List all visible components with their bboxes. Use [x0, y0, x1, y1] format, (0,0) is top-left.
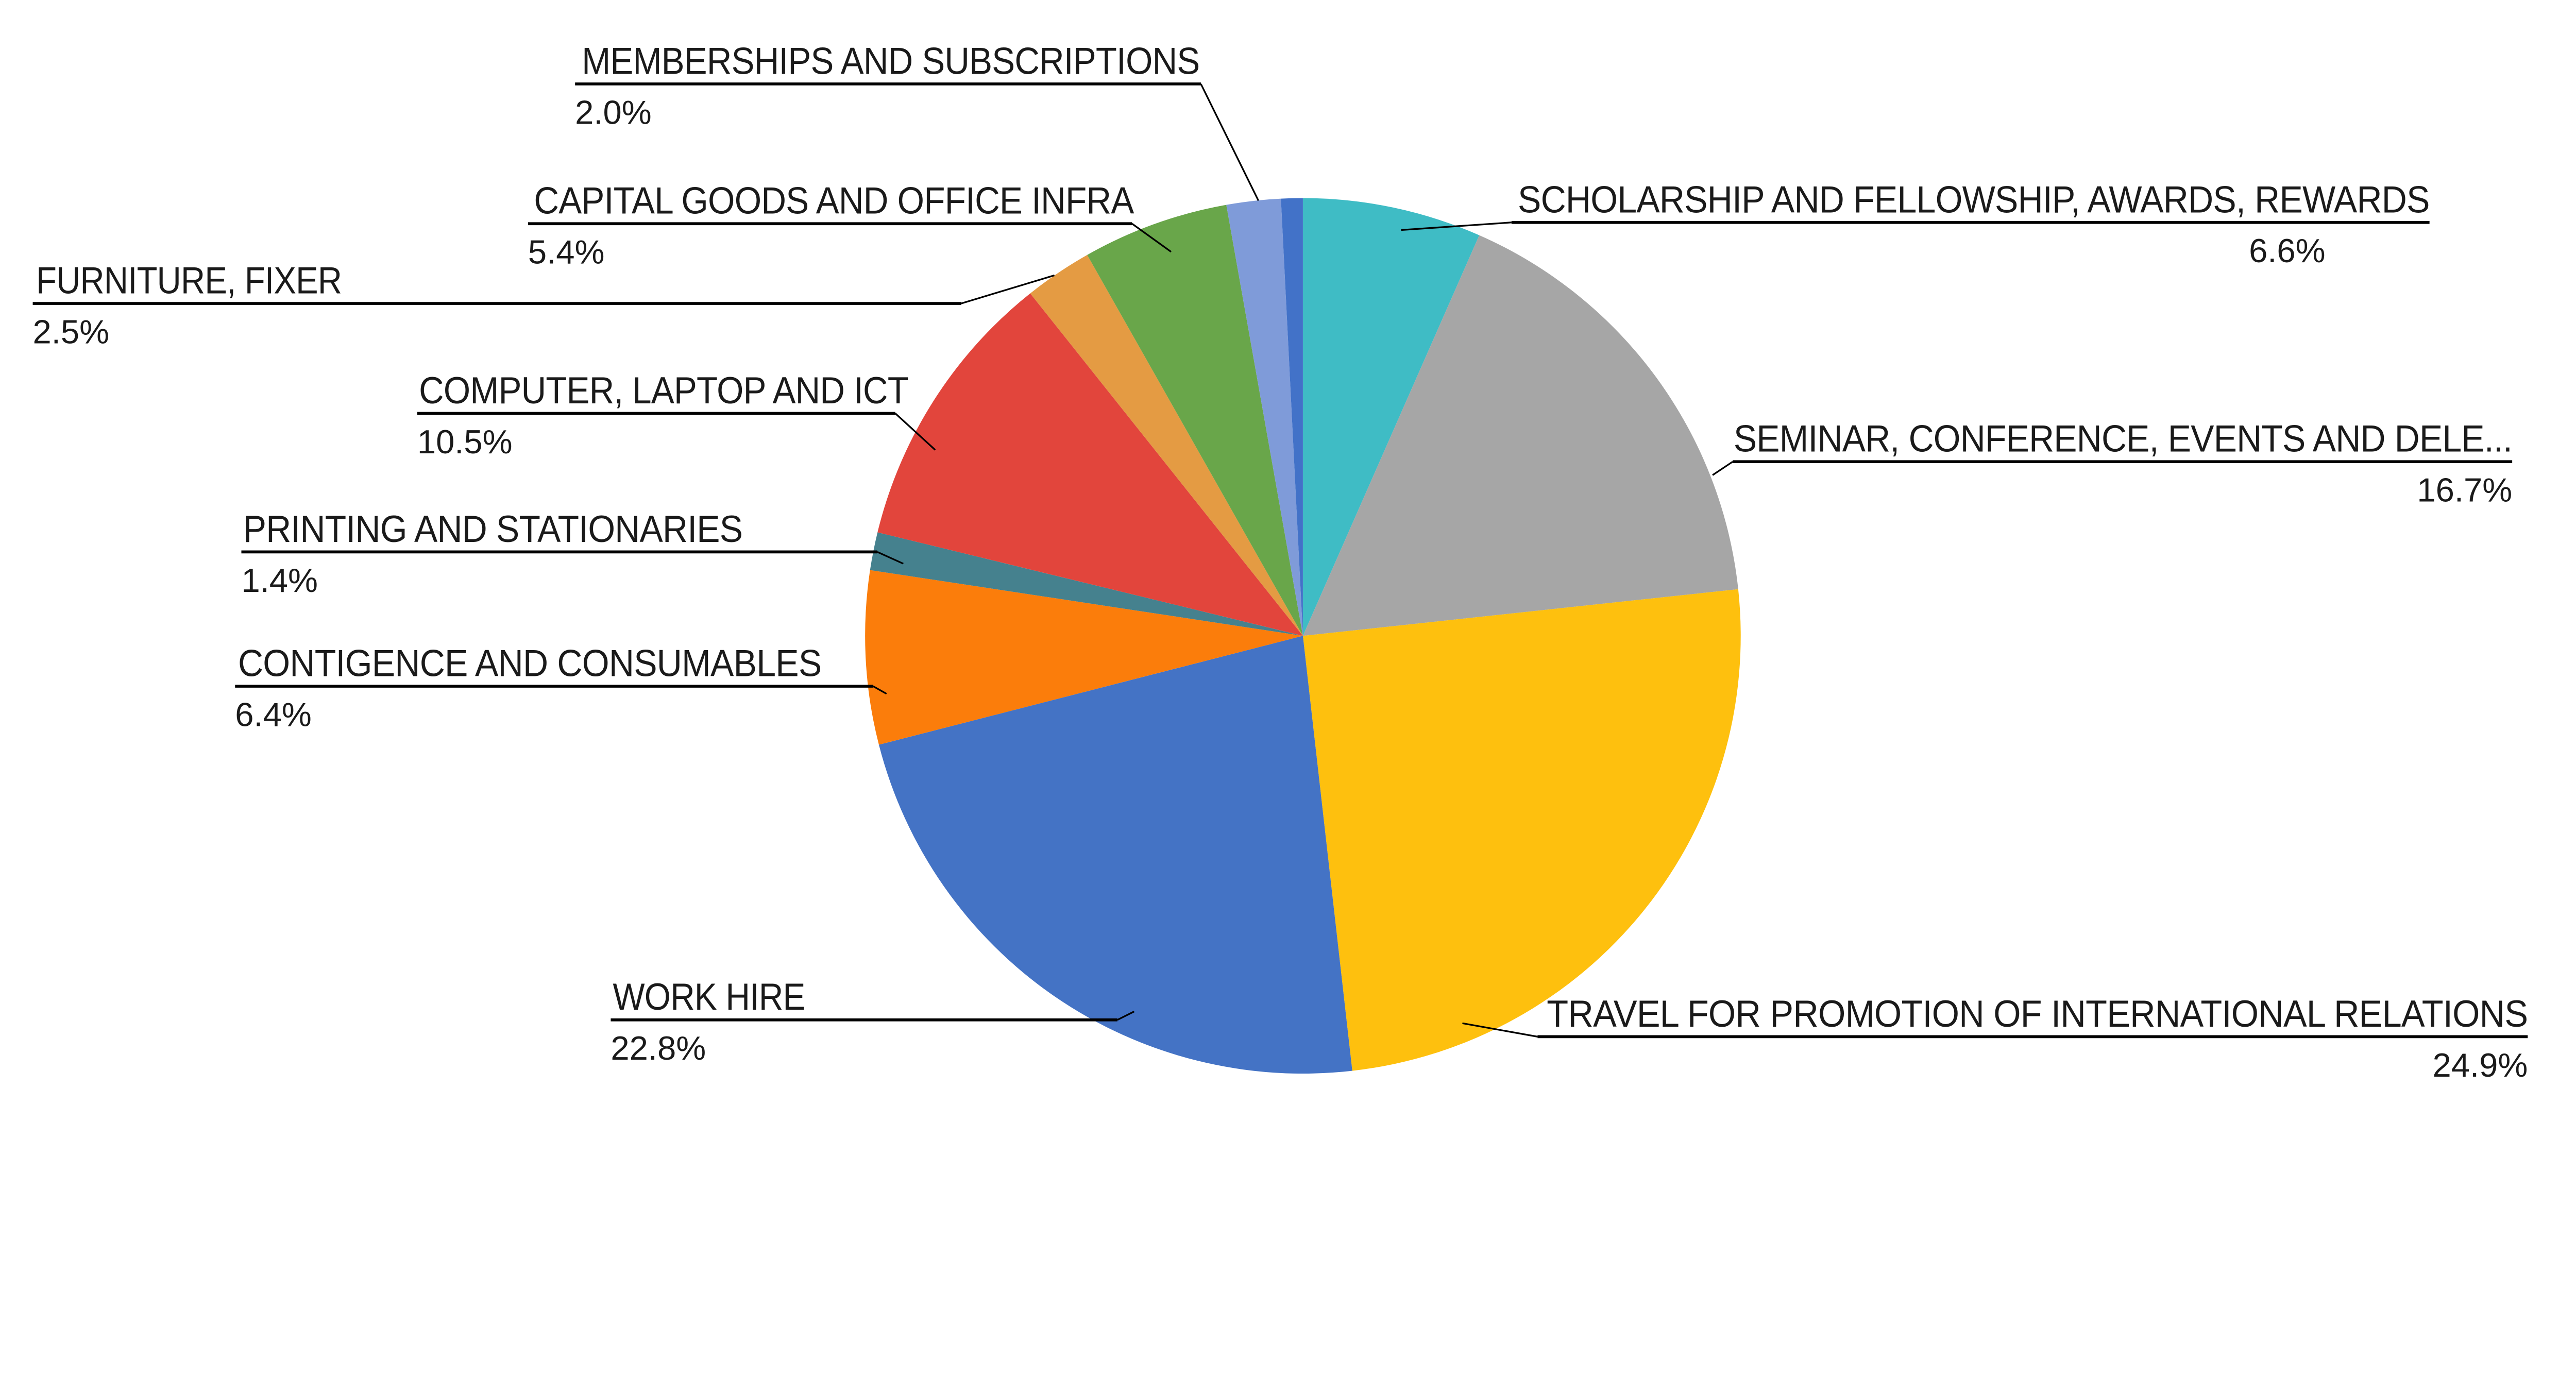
slice-callout: SEMINAR, CONFERENCE, EVENTS AND DELE... 1…	[1712, 418, 2513, 509]
slice-callout: CONTIGENCE AND CONSUMABLES 6.4%	[235, 642, 887, 733]
pie-slice[interactable]	[870, 532, 1303, 636]
slice-percent: 2.0%	[575, 93, 652, 131]
slice-callout: TRAVEL FOR PROMOTION OF INTERNATIONAL RE…	[1462, 993, 2528, 1084]
slice-label: FURNITURE, FIXER	[36, 259, 342, 301]
slice-label: SCHOLARSHIP AND FELLOWSHIP, AWARDS, REWA…	[1518, 178, 2430, 220]
pie-slice[interactable]	[1302, 589, 1741, 1071]
slice-label: WORK HIRE	[613, 976, 805, 1018]
slice-label: PRINTING AND STATIONARIES	[243, 508, 743, 550]
slice-percent: 6.6%	[2249, 232, 2326, 269]
pie-slice[interactable]	[1302, 198, 1480, 636]
pie-slice[interactable]	[1302, 235, 1738, 636]
callout-leader-line	[877, 551, 904, 565]
slice-percent: 5.4%	[528, 233, 605, 271]
slice-percent: 1.4%	[241, 562, 318, 599]
slice-percent: 2.5%	[33, 313, 110, 350]
slice-percent: 22.8%	[611, 1029, 706, 1067]
callout-leader-line	[1131, 223, 1172, 253]
callout-leader-line	[961, 274, 1055, 304]
slice-callout: MEMBERSHIPS AND SUBSCRIPTIONS 2.0%	[575, 40, 1260, 201]
slice-callout: PRINTING AND STATIONARIES 1.4%	[241, 508, 904, 599]
pie-slice[interactable]	[865, 570, 1303, 745]
pie-slice[interactable]	[1226, 198, 1303, 636]
pie-chart: SCHOLARSHIP AND FELLOWSHIP, AWARDS, REWA…	[33, 40, 2529, 1084]
slice-label: MEMBERSHIPS AND SUBSCRIPTIONS	[582, 40, 1199, 82]
pie-slice[interactable]	[877, 293, 1303, 636]
slice-callout: SCHOLARSHIP AND FELLOWSHIP, AWARDS, REWA…	[1401, 178, 2430, 269]
callout-leader-line	[1117, 1011, 1135, 1021]
slice-percent: 10.5%	[417, 423, 513, 461]
callout-leader-line	[1462, 1022, 1538, 1038]
callout-leader-line	[1712, 461, 1734, 476]
slice-percent: 24.9%	[2433, 1046, 2528, 1084]
slice-label: TRAVEL FOR PROMOTION OF INTERNATIONAL RE…	[1547, 993, 2528, 1035]
slice-label: CAPITAL GOODS AND OFFICE INFRA	[534, 180, 1134, 222]
pie-slice[interactable]	[1030, 254, 1303, 636]
pie-slice[interactable]	[1087, 205, 1303, 636]
slice-callout: WORK HIRE 22.8%	[611, 976, 1135, 1067]
slice-percent: 6.4%	[235, 695, 312, 733]
slice-label: CONTIGENCE AND CONSUMABLES	[238, 642, 821, 685]
pie-slice[interactable]	[878, 636, 1352, 1074]
slice-label: SEMINAR, CONFERENCE, EVENTS AND DELE...	[1734, 418, 2512, 460]
slice-callout: COMPUTER, LAPTOP AND ICT 10.5%	[417, 369, 936, 461]
slice-label: COMPUTER, LAPTOP AND ICT	[419, 369, 908, 412]
chart-canvas: SCHOLARSHIP AND FELLOWSHIP, AWARDS, REWA…	[32, 40, 2529, 1084]
slice-percent: 16.7%	[2417, 471, 2512, 509]
slice-callout: FURNITURE, FIXER 2.5%	[33, 259, 1055, 350]
callout-leader-line	[872, 685, 887, 695]
callout-leader-line	[894, 413, 936, 451]
slice-callout: CAPITAL GOODS AND OFFICE INFRA 5.4%	[528, 180, 1172, 271]
pie-slice[interactable]	[1281, 198, 1303, 636]
callout-leader-line	[1401, 222, 1512, 231]
callout-leader-line	[1200, 83, 1260, 201]
